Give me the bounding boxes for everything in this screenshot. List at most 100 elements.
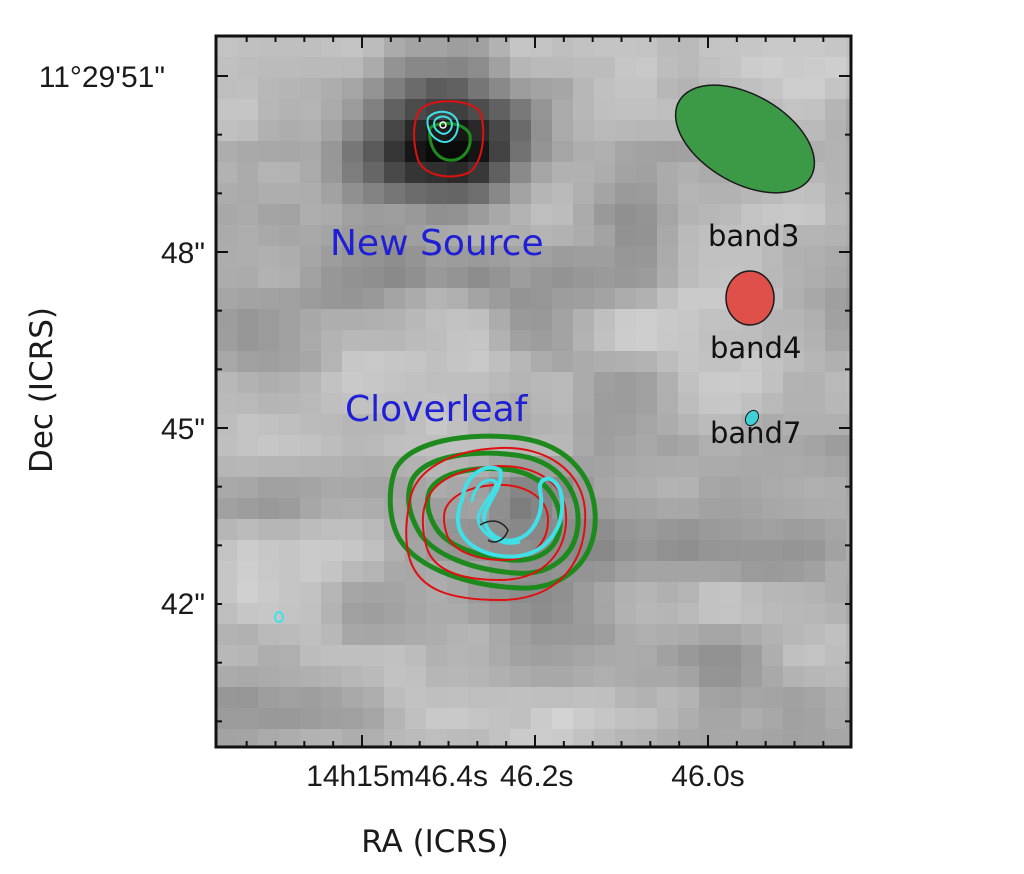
image-pixel: [678, 687, 700, 709]
image-pixel: [804, 540, 826, 562]
image-pixel: [783, 540, 805, 562]
image-pixel: [300, 78, 322, 100]
image-pixel: [405, 330, 427, 352]
image-pixel: [237, 267, 259, 289]
image-pixel: [636, 540, 658, 562]
image-pixel: [216, 351, 238, 373]
image-pixel: [384, 498, 406, 520]
image-pixel: [342, 36, 364, 58]
image-pixel: [258, 498, 280, 520]
image-pixel: [594, 330, 616, 352]
image-pixel: [342, 414, 364, 436]
image-pixel: [321, 666, 343, 688]
image-pixel: [279, 78, 301, 100]
image-pixel: [384, 666, 406, 688]
image-pixel: [384, 99, 406, 121]
image-pixel: [720, 393, 742, 415]
image-pixel: [615, 246, 637, 268]
image-pixel: [363, 414, 385, 436]
image-pixel: [342, 330, 364, 352]
image-pixel: [363, 687, 385, 709]
image-pixel: [573, 120, 595, 142]
image-pixel: [573, 78, 595, 100]
image-pixel: [384, 330, 406, 352]
image-pixel: [594, 435, 616, 457]
image-pixel: [405, 246, 427, 268]
image-pixel: [741, 603, 763, 625]
image-pixel: [762, 729, 784, 747]
image-pixel: [636, 141, 658, 163]
image-pixel: [804, 351, 826, 373]
image-pixel: [825, 708, 847, 730]
image-pixel: [825, 183, 847, 205]
image-pixel: [279, 456, 301, 478]
image-pixel: [531, 603, 553, 625]
image-pixel: [258, 351, 280, 373]
image-pixel: [426, 36, 448, 58]
image-pixel: [426, 78, 448, 100]
image-pixel: [762, 582, 784, 604]
image-pixel: [426, 267, 448, 289]
image-pixel: [783, 372, 805, 394]
image-pixel: [384, 372, 406, 394]
image-pixel: [237, 435, 259, 457]
image-pixel: [678, 309, 700, 331]
image-pixel: [657, 36, 679, 58]
image-pixel: [279, 729, 301, 747]
image-pixel: [321, 582, 343, 604]
image-pixel: [783, 267, 805, 289]
image-pixel: [825, 624, 847, 646]
image-pixel: [657, 330, 679, 352]
image-pixel: [846, 708, 851, 730]
image-pixel: [342, 603, 364, 625]
image-pixel: [279, 498, 301, 520]
image-pixel: [741, 519, 763, 541]
image-pixel: [783, 603, 805, 625]
image-pixel: [237, 687, 259, 709]
image-pixel: [258, 456, 280, 478]
image-pixel: [825, 687, 847, 709]
image-pixel: [636, 414, 658, 436]
image-pixel: [489, 204, 511, 226]
image-pixel: [216, 582, 238, 604]
image-pixel: [531, 414, 553, 436]
image-pixel: [342, 519, 364, 541]
image-pixel: [678, 204, 700, 226]
image-pixel: [531, 372, 553, 394]
image-pixel: [720, 225, 742, 247]
image-pixel: [447, 708, 469, 730]
image-pixel: [783, 225, 805, 247]
image-pixel: [825, 435, 847, 457]
image-pixel: [846, 393, 851, 415]
image-pixel: [615, 393, 637, 415]
image-pixel: [699, 519, 721, 541]
image-pixel: [300, 372, 322, 394]
x-tick-label: 46.2s: [500, 760, 573, 793]
image-pixel: [783, 687, 805, 709]
image-pixel: [657, 141, 679, 163]
image-pixel: [636, 519, 658, 541]
image-pixel: [216, 645, 238, 667]
image-pixel: [279, 99, 301, 121]
image-pixel: [279, 288, 301, 310]
image-pixel: [657, 78, 679, 100]
image-pixel: [237, 225, 259, 247]
image-pixel: [615, 141, 637, 163]
image-pixel: [741, 57, 763, 79]
image-pixel: [342, 456, 364, 478]
y-tick-label: 45": [161, 413, 205, 446]
image-pixel: [573, 162, 595, 184]
image-pixel: [384, 351, 406, 373]
image-pixel: [405, 120, 427, 142]
image-pixel: [741, 498, 763, 520]
image-pixel: [258, 162, 280, 184]
image-pixel: [321, 477, 343, 499]
image-pixel: [657, 624, 679, 646]
image-pixel: [552, 246, 574, 268]
image-pixel: [384, 729, 406, 747]
image-pixel: [216, 477, 238, 499]
image-pixel: [468, 330, 490, 352]
image-pixel: [804, 582, 826, 604]
image-pixel: [258, 78, 280, 100]
image-pixel: [615, 204, 637, 226]
